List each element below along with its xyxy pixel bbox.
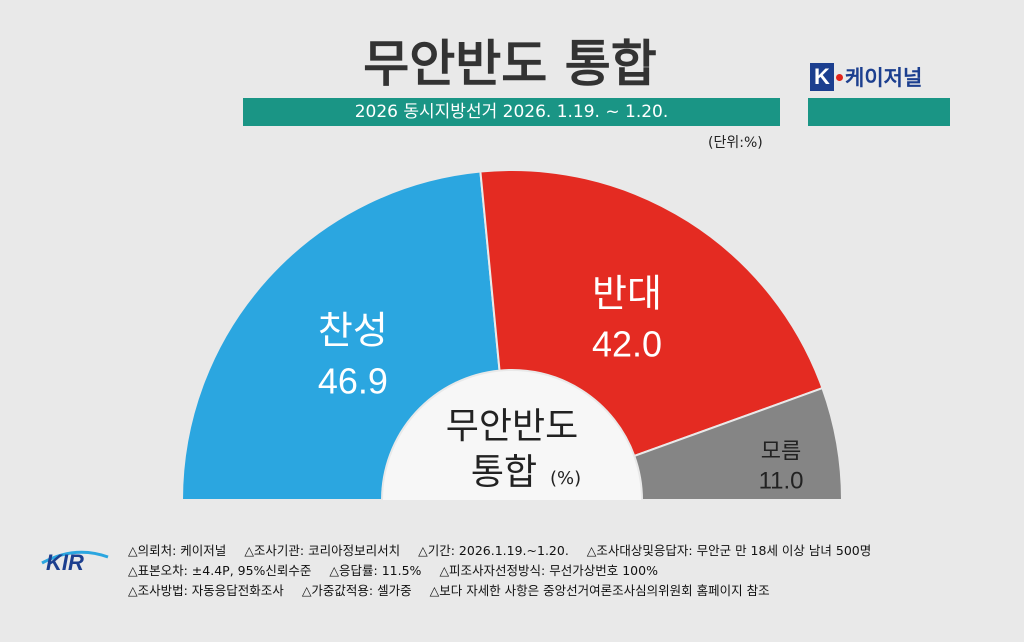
unit-label: (단위:%): [708, 135, 763, 151]
center-label-line1: 무안반도: [446, 406, 578, 447]
kir-logo-text: KIR: [46, 550, 84, 573]
center-label-line2: 통합: [471, 452, 537, 493]
survey-note: △보다 자세한 사항은 중앙선거여론조사심의위원회 홈페이지 참조: [429, 583, 770, 598]
slice-value: 11.0: [759, 467, 804, 494]
brand-bar: [808, 98, 950, 126]
survey-note: △표본오차: ±4.4P, 95%신뢰수준: [128, 563, 312, 578]
survey-note: △조사기관: 코리아정보리서치: [244, 543, 401, 558]
survey-note: △기간: 2026.1.19.~1.20.: [418, 543, 569, 558]
survey-note-line: △표본오차: ±4.4P, 95%신뢰수준 △응답률: 11.5% △피조사자선정방…: [128, 561, 889, 581]
brand-dot-icon: [836, 73, 843, 81]
subtitle-bar: 2026 동시지방선거 2026. 1.19. ~ 1.20.: [243, 98, 780, 126]
survey-note: △가중값적용: 셀가중: [301, 583, 412, 598]
kir-logo: KIR: [40, 543, 110, 577]
survey-note: △의뢰처: 케이저널: [128, 543, 227, 558]
brand-k-icon: K: [810, 63, 834, 91]
slice-label: 모름: [761, 439, 801, 464]
survey-note-line: △조사방법: 자동응답전화조사 △가중값적용: 셀가중 △보다 자세한 사항은 중앙…: [128, 581, 889, 601]
slice-label: 찬성: [318, 308, 388, 352]
slice-1: [479, 169, 824, 458]
slice-label: 반대: [592, 271, 662, 315]
chart-center: [383, 371, 641, 500]
survey-note: △조사방법: 자동응답전화조사: [128, 583, 284, 598]
survey-notes: △의뢰처: 케이저널 △조사기관: 코리아정보리서치 △기간: 2026.1.19.…: [128, 541, 889, 601]
slice-value: 42.0: [592, 323, 662, 364]
page-title: 무안반도 통합: [363, 35, 657, 93]
survey-note: △피조사자선정방식: 무선가상번호 100%: [439, 563, 658, 578]
slice-2: [633, 386, 844, 501]
survey-note: △조사대상및응답자: 무안군 만 18세 이상 남녀 500명: [586, 543, 872, 558]
survey-note: △응답률: 11.5%: [329, 563, 422, 578]
brand-name: 케이저널: [845, 66, 923, 90]
slice-0: [180, 170, 501, 501]
slice-value: 46.9: [318, 360, 388, 401]
survey-note-line: △의뢰처: 케이저널 △조사기관: 코리아정보리서치 △기간: 2026.1.19.…: [128, 541, 889, 561]
center-unit: (%): [550, 468, 581, 489]
brand-logo: K 케이저널: [810, 62, 922, 92]
